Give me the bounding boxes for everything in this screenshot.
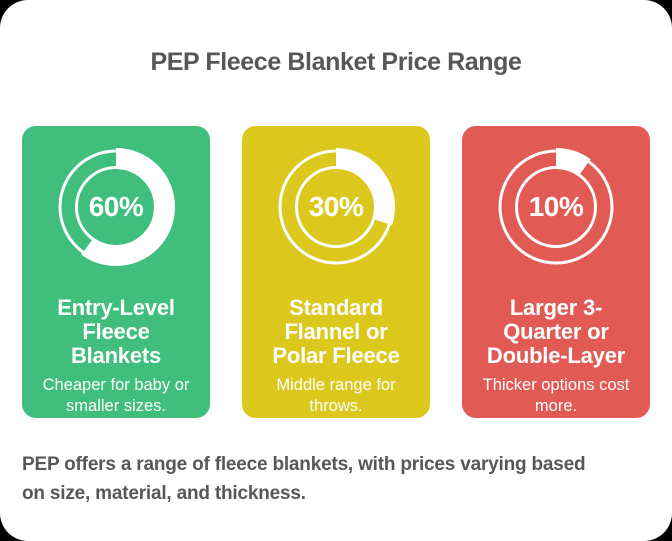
donut-gauge-icon	[277, 148, 395, 266]
percent-value: 30%	[308, 191, 364, 222]
cards-row: 60% Entry-Level Fleece Blankets Cheaper …	[18, 122, 654, 422]
card-description: Thicker options cost more.	[482, 376, 630, 415]
percent-value: 60%	[88, 191, 144, 222]
donut-gauge-icon	[57, 148, 175, 266]
donut-chart-10: 10%	[495, 146, 617, 268]
card-heading: Entry-Level Fleece Blankets	[57, 295, 175, 368]
card-heading: Standard Flannel or Polar Fleece	[272, 295, 400, 368]
card-description: Cheaper for baby or smaller sizes.	[42, 376, 190, 415]
card-heading: Larger 3- Quarter or Double-Layer	[486, 295, 626, 368]
donut-chart-30: 30%	[275, 146, 397, 268]
card-description: Middle range for throws.	[276, 376, 396, 415]
donut-chart-60: 60%	[55, 146, 177, 268]
percent-value: 10%	[528, 191, 584, 222]
donut-gauge-icon	[497, 148, 615, 266]
infographic-title: PEP Fleece Blanket Price Range	[150, 48, 522, 76]
footer-caption: PEP offers a range of fleece blankets, w…	[22, 454, 586, 504]
card-larger-double-layer: 10% Larger 3- Quarter or Double-Layer Th…	[458, 122, 654, 422]
card-standard-flannel: 30% Standard Flannel or Polar Fleece Mid…	[238, 122, 434, 422]
card-entry-level-fleece: 60% Entry-Level Fleece Blankets Cheaper …	[18, 122, 214, 422]
